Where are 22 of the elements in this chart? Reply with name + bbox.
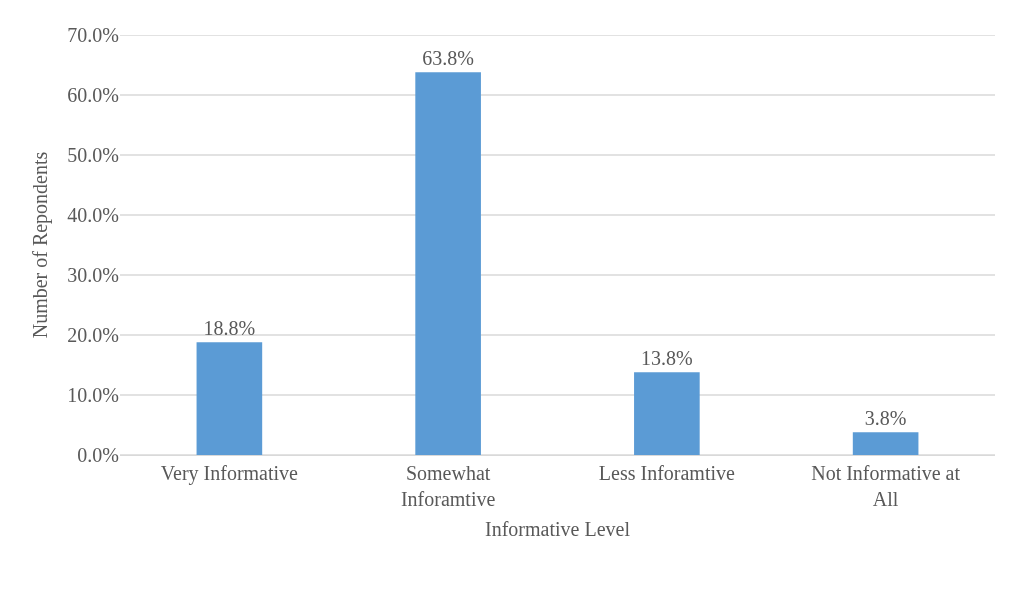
x-tick-label: Somewhat Inforamtive — [400, 462, 496, 510]
y-tick-label: 10.0% — [67, 384, 119, 406]
x-tick-label: Very Informative — [160, 462, 299, 485]
y-tick-label: 30.0% — [67, 264, 119, 286]
y-axis-title: Number of Repondents — [28, 151, 52, 339]
data-label: 13.8% — [641, 347, 693, 370]
y-tick-label: 50.0% — [67, 144, 119, 166]
y-tick-label: 40.0% — [67, 204, 119, 226]
y-tick-label: 70.0% — [67, 24, 119, 46]
bar — [852, 432, 919, 455]
x-tick-label: Not Informative at All — [811, 462, 961, 510]
y-tick-label: 60.0% — [67, 84, 119, 106]
bar — [415, 72, 481, 455]
bar — [634, 372, 700, 455]
data-label: 63.8% — [422, 47, 474, 70]
data-label: 3.8% — [864, 407, 907, 430]
bar — [196, 342, 263, 455]
y-tick-label: 0.0% — [77, 444, 119, 466]
x-tick-label: Less Inforamtive — [598, 462, 736, 484]
data-label: 18.8% — [203, 317, 256, 340]
x-axis-title: Informative Level — [485, 517, 631, 540]
y-tick-label: 20.0% — [67, 324, 119, 346]
